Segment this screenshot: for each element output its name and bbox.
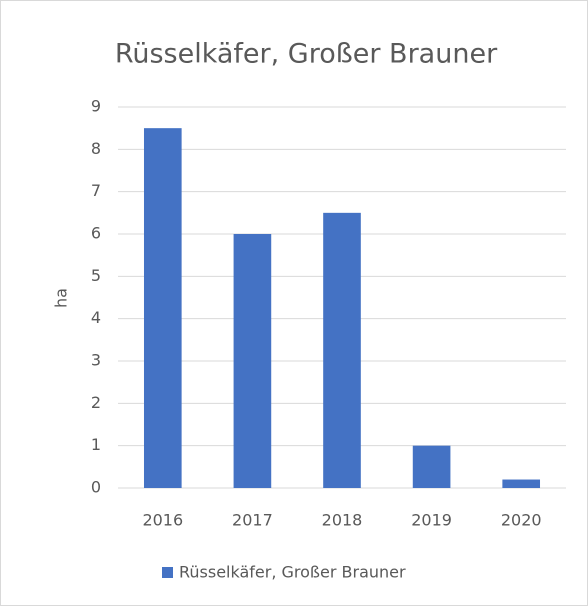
legend-swatch [162, 567, 173, 578]
y-tick-label: 5 [91, 266, 101, 285]
y-tick-label: 6 [91, 224, 101, 243]
bar [233, 234, 272, 488]
y-tick-label: 1 [91, 435, 101, 454]
x-tick-label: 2019 [411, 511, 452, 530]
x-tick-label: 2018 [322, 511, 363, 530]
bar [323, 212, 361, 489]
chart-title: Rüsselkäfer, Großer Brauner [115, 39, 498, 70]
y-tick-label: 9 [91, 97, 101, 116]
x-tick-label: 2017 [232, 511, 273, 530]
bar [143, 128, 182, 488]
y-tick-label: 8 [91, 139, 101, 158]
y-tick-label: 3 [91, 351, 101, 370]
y-tick-label: 4 [91, 308, 101, 327]
legend-label: Rüsselkäfer, Großer Brauner [179, 563, 406, 582]
y-axis-label: ha [52, 288, 71, 308]
bar [412, 445, 451, 488]
x-tick-label: 2016 [142, 511, 183, 530]
bar [502, 479, 541, 488]
y-tick-label: 7 [91, 181, 101, 200]
y-tick-label: 2 [91, 393, 101, 412]
y-tick-label: 0 [91, 478, 101, 497]
x-tick-label: 2020 [501, 511, 542, 530]
